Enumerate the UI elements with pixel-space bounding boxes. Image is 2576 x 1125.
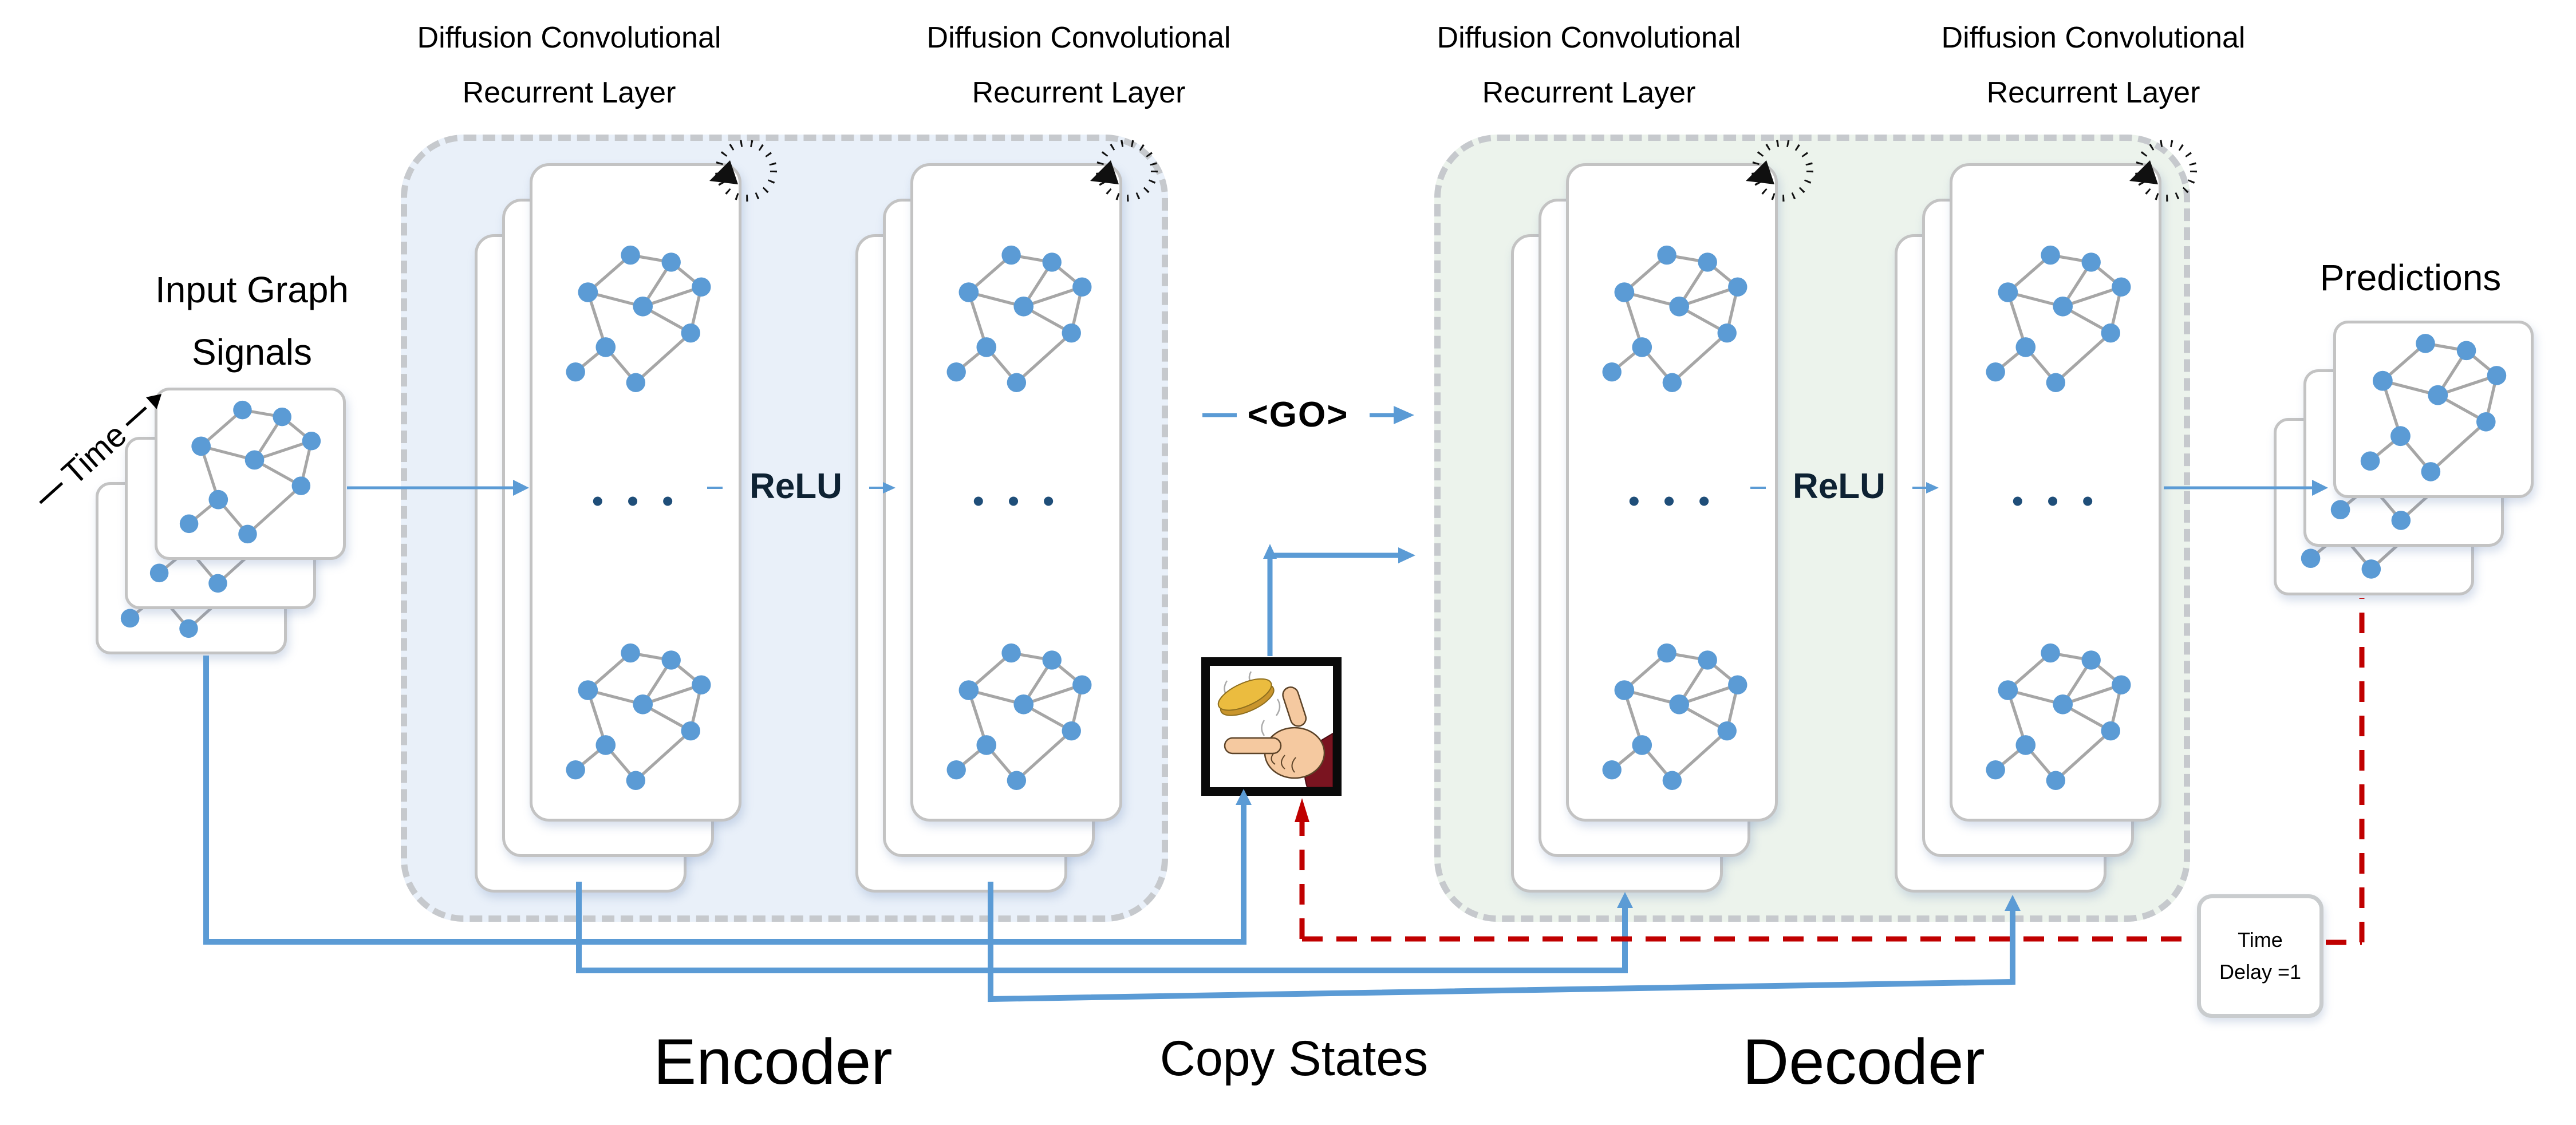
layer-sheet-front: • • • [1950, 163, 2161, 822]
graph-thumbnail [1973, 226, 2144, 415]
graph-motif [1602, 643, 1747, 790]
layer-sheet-front: • • • [1566, 163, 1778, 822]
graph-thumbnail [1589, 624, 1761, 813]
graph-motif [566, 643, 711, 790]
ellipsis-dots: • • • [1628, 483, 1715, 519]
decoder-relu-label: ReLU [1793, 467, 1885, 506]
time-delay-line1: Time [2238, 928, 2283, 952]
input-graph-card-front [155, 388, 346, 560]
go-token-label: <GO> [1247, 395, 1349, 435]
graph-motif [946, 643, 1092, 790]
time-axis-label: Time [54, 416, 134, 492]
predictions-label: Predictions [2319, 257, 2502, 298]
time-axis-tail [39, 481, 64, 504]
recurrence-loop-icon [709, 140, 777, 202]
corner-arrow-nub [1263, 544, 1277, 559]
graph-thumbnail [553, 226, 724, 415]
coin-icon [1217, 678, 1275, 716]
encoder-layer2-title: Diffusion Convolutional Recurrent Layer [926, 21, 1231, 110]
recurrence-loop-icon [1090, 140, 1158, 202]
decoder-label: Decoder [1742, 1026, 1985, 1098]
graph-motif [1602, 245, 1747, 392]
copy-states-label: Copy States [1159, 1031, 1429, 1086]
decoder-layer1-title: Diffusion Convolutional Recurrent Layer [1437, 21, 1741, 110]
graph-motif [566, 245, 711, 392]
recurrence-loop-icon [2129, 140, 2197, 202]
ellipsis-dots: • • • [592, 483, 679, 519]
graph-motif [179, 400, 321, 544]
graph-motif [1986, 245, 2131, 392]
ellipsis-dots: • • • [973, 483, 1060, 519]
time-delay-line2: Delay =1 [2219, 960, 2302, 984]
arrowhead-into-decoder [1398, 547, 1415, 563]
ellipsis-dots: • • • [2012, 483, 2099, 519]
input-graph-signals-label: Input Graph Signals [155, 269, 349, 373]
graph-thumbnail [933, 624, 1105, 813]
layer-sheet-front: • • • [530, 163, 741, 822]
layer-sheet-front: • • • [910, 163, 1122, 822]
red-arrowhead-into-coin [1295, 798, 1309, 822]
decoder-layer2-title: Diffusion Convolutional Recurrent Layer [1941, 21, 2246, 110]
graph-thumbnail [1589, 226, 1761, 415]
graph-motif [1986, 643, 2131, 790]
graph-thumbnail [164, 396, 336, 551]
coin-flip-hand-illustration [1217, 671, 1334, 788]
recurrence-loop-icon [1746, 140, 1813, 202]
coin-flip-image [1201, 657, 1342, 796]
sampled-input-arrow [1267, 552, 1401, 656]
graph-thumbnail [553, 624, 724, 813]
graph-motif [946, 245, 1092, 392]
graph-thumbnail [933, 226, 1105, 415]
encoder-layer1-title: Diffusion Convolutional Recurrent Layer [417, 21, 721, 110]
prediction-graph-card-front [2333, 321, 2534, 498]
go-arrowhead [1394, 406, 1414, 424]
encoder-relu-label: ReLU [749, 467, 842, 506]
graph-motif [2360, 334, 2507, 481]
graph-thumbnail [2343, 329, 2524, 490]
time-delay-box: Time Delay =1 [2197, 894, 2323, 1018]
encoder-label: Encoder [653, 1026, 893, 1098]
time-axis-shaft [125, 406, 147, 427]
graph-thumbnail [1973, 624, 2144, 813]
